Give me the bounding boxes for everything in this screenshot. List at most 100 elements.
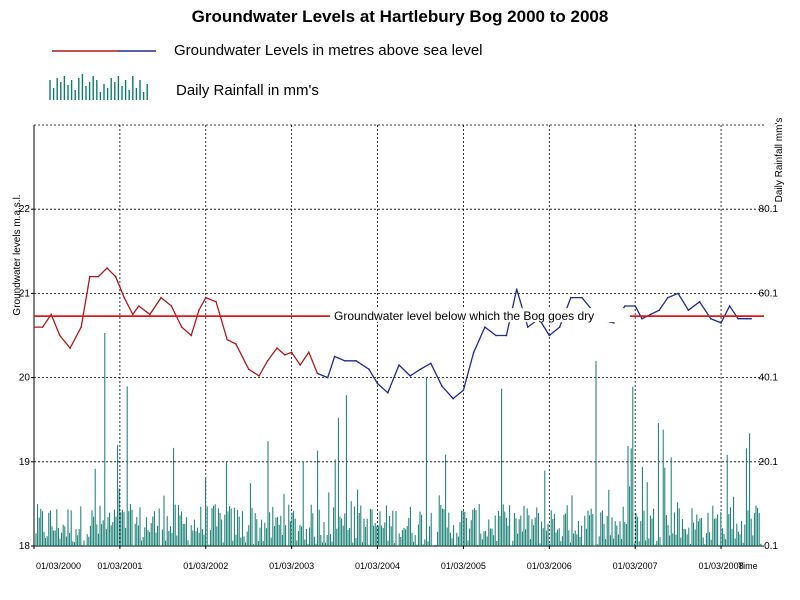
y-axis-label: Groundwater levels m.a.s.l.: [12, 194, 23, 315]
groundwater-point: [624, 305, 626, 307]
groundwater-point: [720, 322, 722, 324]
groundwater-point: [97, 275, 100, 278]
groundwater-point: [333, 355, 336, 358]
groundwater-point: [235, 343, 237, 345]
groundwater-line-red: [34, 267, 319, 377]
groundwater-point: [387, 392, 389, 394]
groundwater-point: [258, 375, 260, 377]
y-tick-label: 20: [19, 373, 31, 384]
groundwater-point: [138, 305, 140, 307]
groundwater-point: [398, 364, 400, 366]
groundwater-point: [132, 313, 134, 316]
groundwater-point: [641, 317, 643, 320]
x-tick-label: 01/03/2004: [355, 561, 400, 571]
groundwater-point: [276, 347, 278, 349]
groundwater-point: [452, 397, 454, 400]
rainfall-bars: [35, 333, 762, 546]
y-tick-label: 21: [19, 288, 31, 299]
groundwater-line-blue: [317, 289, 752, 400]
groundwater-point: [441, 385, 443, 387]
groundwater-point: [677, 292, 679, 295]
groundwater-point: [290, 351, 293, 354]
groundwater-point: [430, 362, 432, 365]
groundwater-point: [355, 360, 357, 362]
groundwater-point: [710, 317, 712, 320]
x-tick-label: 01/03/2001: [97, 561, 142, 571]
groundwater-point: [687, 309, 690, 312]
groundwater-point: [226, 338, 228, 341]
x-tick-label: 01/03/2000: [36, 561, 81, 571]
groundwater-point: [376, 382, 379, 385]
x-axis-label: Time: [738, 561, 758, 571]
axis-ticks: 18 19 20 21 22 0.1 20.1 40.1 60.1 80.1 01/03/2000 0…: [19, 204, 779, 571]
y-tick-label: 18: [19, 541, 31, 552]
legend-label-rainfall: Daily Rainfall in mm's: [176, 82, 319, 99]
groundwater-point: [316, 372, 319, 375]
groundwater-point: [527, 326, 529, 328]
groundwater-point: [266, 360, 269, 362]
groundwater-series: [33, 267, 752, 400]
threshold-label: Groundwater level below which the Bog go…: [334, 309, 594, 323]
y2-tick-label: 40.1: [759, 373, 779, 384]
groundwater-point: [570, 296, 572, 299]
groundwater-point: [649, 313, 652, 316]
groundwater-point: [515, 288, 518, 291]
groundwater-point: [114, 275, 117, 278]
y-tick-label: 22: [19, 204, 31, 215]
groundwater-point: [89, 275, 91, 278]
groundwater-point: [299, 364, 302, 366]
groundwater-point: [344, 360, 346, 362]
groundwater-point: [205, 296, 207, 299]
groundwater-point: [495, 334, 497, 337]
groundwater-point: [750, 317, 752, 320]
groundwater-point: [728, 305, 731, 307]
grid: [34, 124, 764, 546]
y2-tick-label: 0.1: [764, 541, 778, 552]
groundwater-point: [215, 301, 217, 303]
plot-area: [33, 125, 764, 547]
groundwater-point: [667, 296, 669, 299]
groundwater-point: [190, 334, 192, 337]
groundwater-point: [59, 334, 61, 337]
groundwater-point: [149, 313, 151, 316]
x-tick-label: 01/03/2003: [269, 561, 314, 571]
groundwater-point: [123, 296, 125, 299]
groundwater-point: [160, 296, 162, 299]
legend-rain-bars: [49, 74, 148, 100]
groundwater-point: [581, 296, 583, 299]
threshold: Groundwater level below which the Bog go…: [34, 308, 764, 323]
groundwater-point: [746, 317, 748, 320]
groundwater-point: [419, 368, 422, 371]
groundwater-point: [409, 375, 412, 377]
y2-tick-label: 80.1: [759, 204, 779, 215]
y2-axis-label: Daily Rainfall mm's: [774, 118, 785, 203]
groundwater-point: [106, 267, 108, 269]
groundwater-point: [484, 326, 486, 328]
groundwater-point: [472, 351, 475, 354]
chart-title: Groundwater Levels at Hartlebury Bog 200…: [192, 7, 609, 26]
groundwater-point: [612, 322, 615, 324]
x-tick-label: 01/03/2008: [699, 561, 744, 571]
groundwater-point: [247, 368, 250, 371]
groundwater-point: [634, 305, 636, 307]
groundwater-point: [308, 351, 310, 354]
groundwater-point: [368, 368, 370, 371]
groundwater-point: [658, 309, 660, 312]
groundwater-point: [326, 376, 329, 379]
groundwater-point: [33, 326, 35, 328]
groundwater-point: [198, 309, 200, 312]
legend: Groundwater Levels in metres above sea l…: [49, 42, 483, 100]
groundwater-point: [284, 354, 286, 356]
groundwater-point: [558, 326, 561, 328]
groundwater-point: [462, 389, 465, 392]
groundwater-point: [180, 326, 183, 328]
y2-tick-label: 60.1: [759, 288, 779, 299]
x-tick-label: 01/03/2002: [183, 561, 228, 571]
x-tick-label: 01/03/2007: [613, 561, 658, 571]
x-tick-label: 01/03/2006: [527, 561, 572, 571]
groundwater-point: [69, 347, 71, 349]
groundwater-point: [80, 326, 82, 328]
groundwater-point: [698, 301, 701, 303]
legend-label-groundwater: Groundwater Levels in metres above sea l…: [174, 42, 483, 59]
